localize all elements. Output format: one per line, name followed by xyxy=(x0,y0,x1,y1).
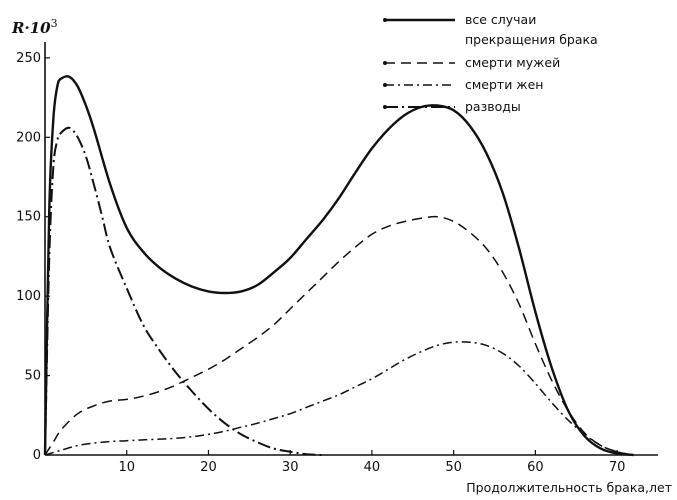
y-tick-label: 150 xyxy=(16,210,41,225)
series-all-terminations-line xyxy=(43,75,634,457)
legend: все случаи прекращения брака смерти мужей с… xyxy=(383,12,598,114)
series-divorces-legend-label: разводы xyxy=(465,99,521,114)
series-group xyxy=(43,75,634,457)
series-husband-deaths-line xyxy=(44,215,634,456)
y-axis-label-exponent: 3 xyxy=(51,17,58,30)
y-tick-label: 200 xyxy=(16,130,41,145)
x-axis-label: Продолжительность брака,лет xyxy=(466,480,672,495)
series-all-terminations-legend-label: прекращения брака xyxy=(465,32,598,47)
series-wife-deaths-legend-label: смерти жен xyxy=(465,77,543,92)
y-tick-label: 100 xyxy=(16,289,41,304)
x-tick-label: 50 xyxy=(445,460,462,475)
x-tick-label: 40 xyxy=(364,460,381,475)
legend-marker-dot xyxy=(383,83,387,87)
series-divorces-line xyxy=(44,126,323,456)
legend-marker-dot xyxy=(383,61,387,65)
y-tick-label: 0 xyxy=(33,448,41,463)
legend-marker-dot xyxy=(383,18,387,22)
y-tick-label: 250 xyxy=(16,51,41,66)
x-tick-label: 20 xyxy=(200,460,217,475)
y-tick-label: 50 xyxy=(24,369,41,384)
x-tick-label: 30 xyxy=(282,460,299,475)
legend-marker-dot xyxy=(383,105,387,109)
axes xyxy=(44,42,658,456)
series-all-terminations-legend-label: все случаи xyxy=(465,12,536,27)
ticks: 10 20 30 40 50 60 70 0 50 100 150 200 250 xyxy=(16,51,625,475)
series-husband-deaths-legend-label: смерти мужей xyxy=(465,55,560,70)
y-axis-label: R·103 xyxy=(11,17,58,37)
x-tick-label: 70 xyxy=(609,460,626,475)
series-wife-deaths-line xyxy=(44,341,634,456)
x-tick-label: 60 xyxy=(527,460,544,475)
x-tick-label: 10 xyxy=(118,460,135,475)
